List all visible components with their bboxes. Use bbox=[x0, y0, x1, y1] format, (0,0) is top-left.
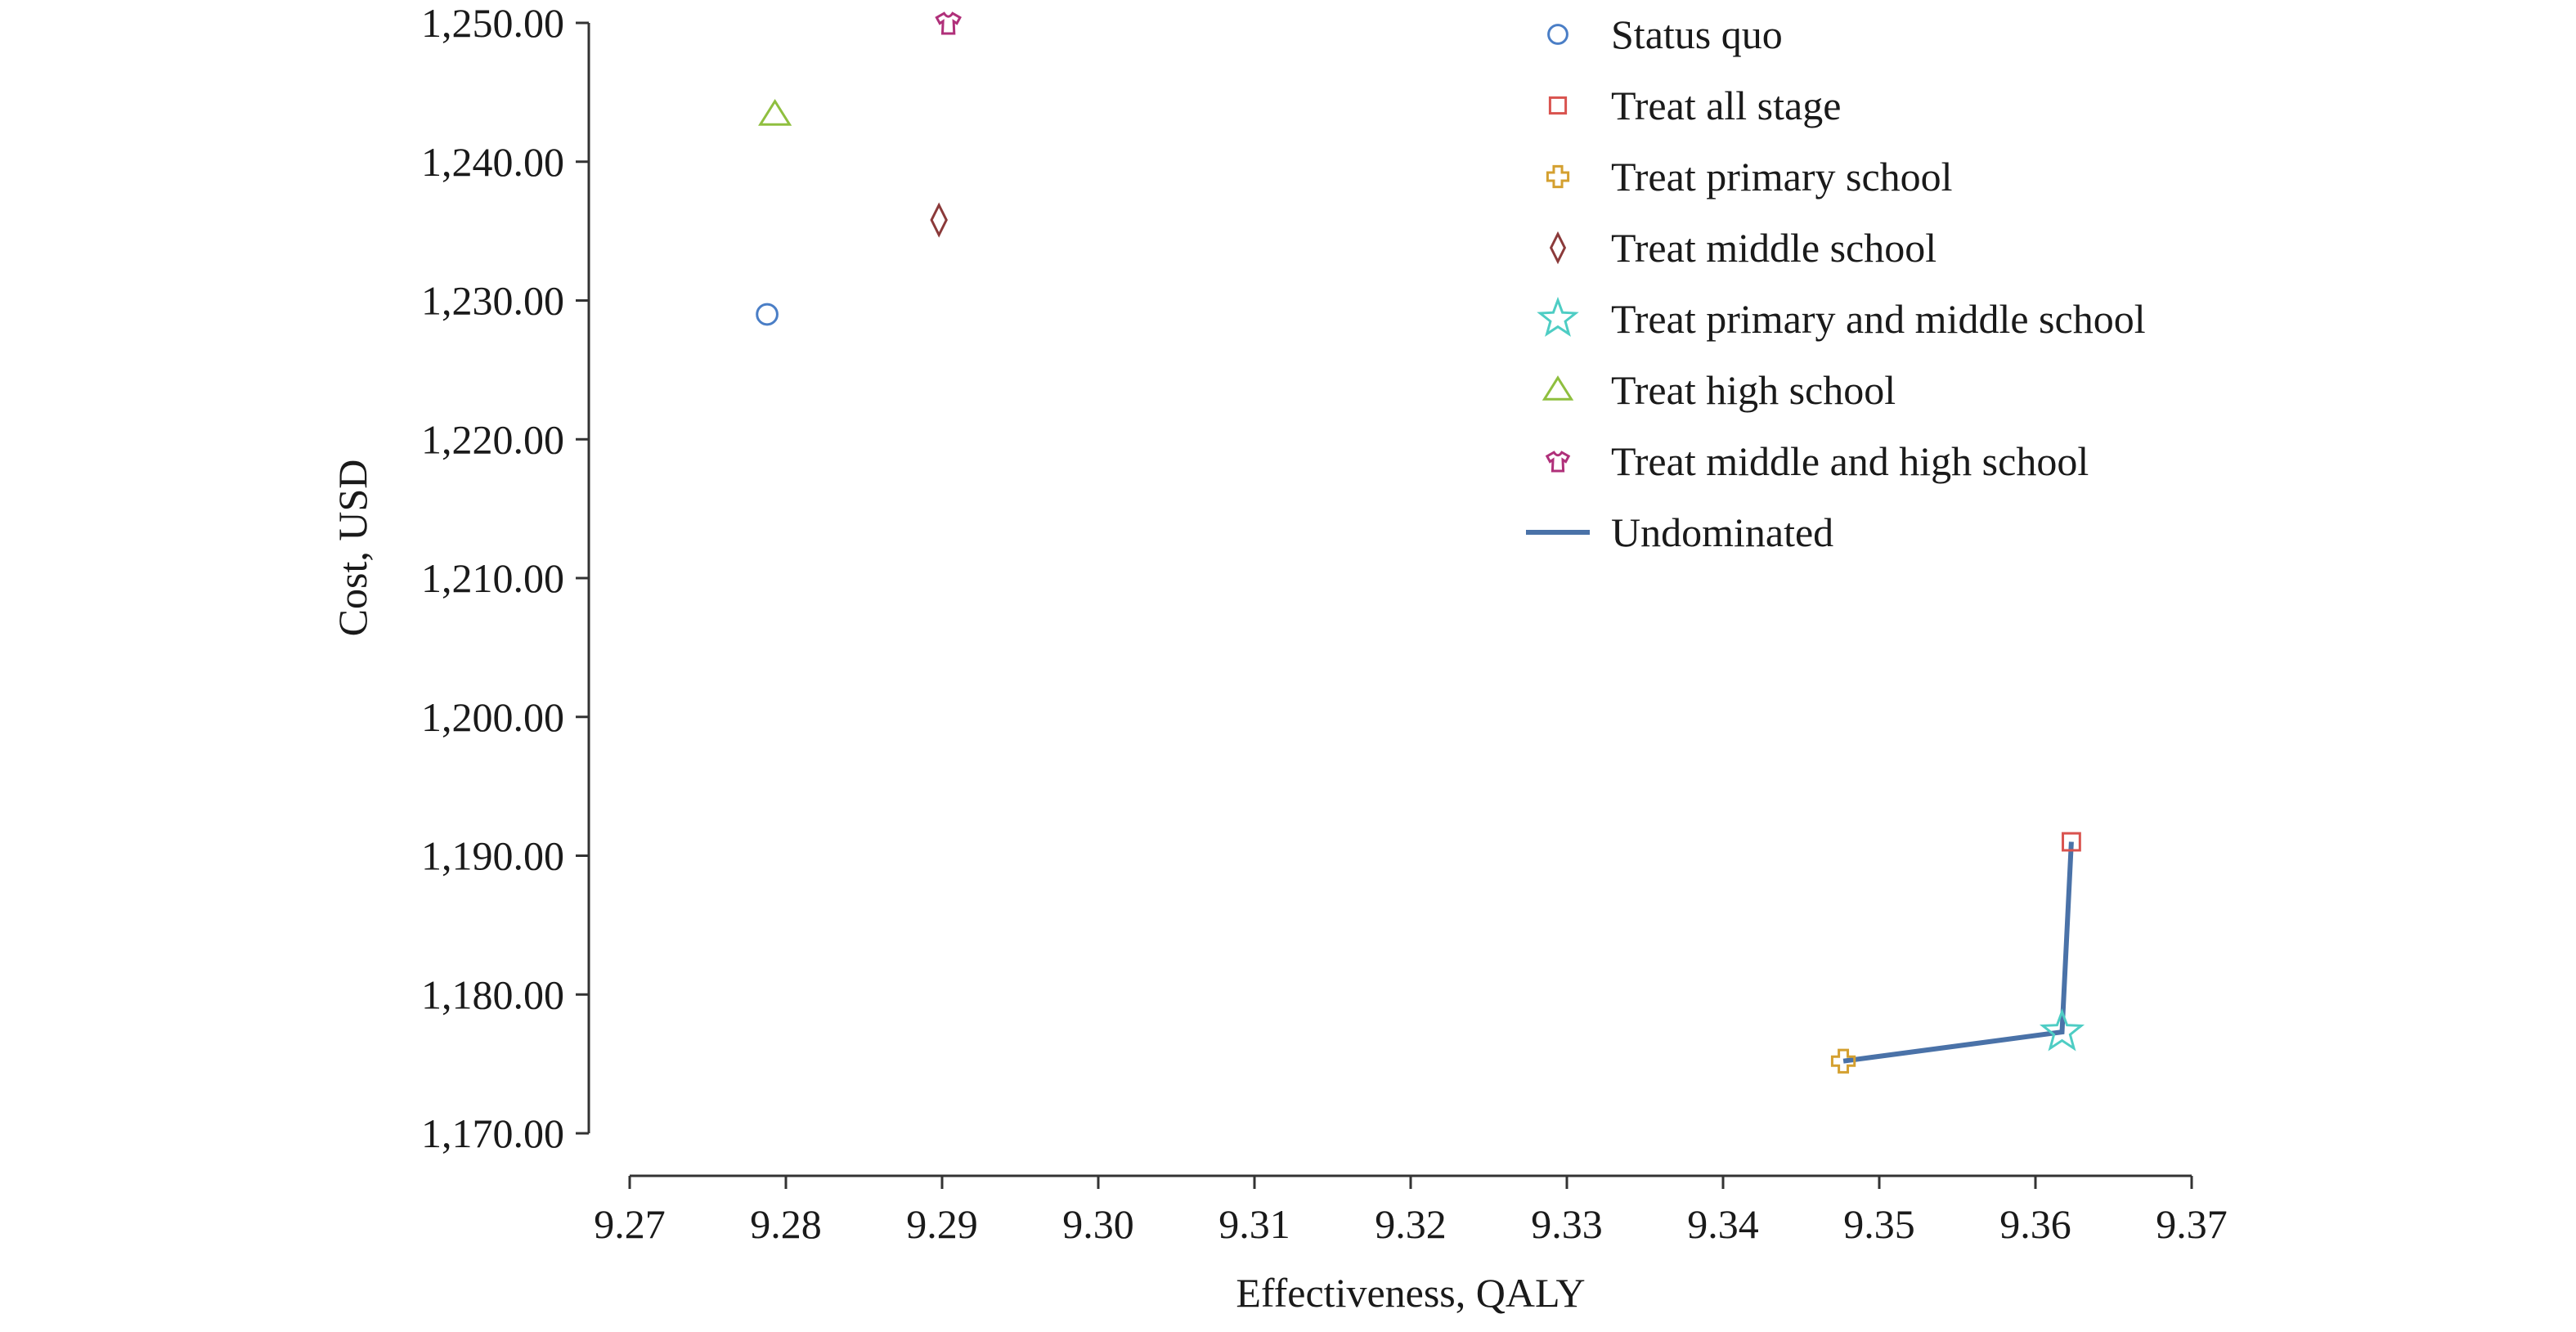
data-point-diamond bbox=[930, 202, 948, 238]
y-tick-label: 1,220.00 bbox=[421, 416, 564, 462]
legend-marker-circle bbox=[1547, 24, 1568, 45]
x-tick-label: 9.30 bbox=[1062, 1201, 1134, 1247]
legend-item: Treat high school bbox=[1542, 367, 1896, 413]
legend-label: Treat high school bbox=[1611, 367, 1896, 413]
x-tick-label: 9.36 bbox=[1999, 1201, 2071, 1247]
data-point-cross bbox=[1830, 1048, 1856, 1074]
undominated-line-layer bbox=[1842, 841, 2074, 1064]
x-tick-label: 9.29 bbox=[906, 1201, 978, 1247]
x-tick-label: 9.35 bbox=[1843, 1201, 1915, 1247]
legend-item: Undominated bbox=[1526, 509, 1833, 555]
legend-item: Treat middle and high school bbox=[1545, 438, 2089, 484]
legend: Status quo Treat all stage Treat primary s… bbox=[1526, 11, 2146, 555]
legend-label: Treat middle and high school bbox=[1611, 438, 2089, 484]
legend-item: Status quo bbox=[1547, 11, 1783, 57]
legend-label: Status quo bbox=[1611, 11, 1783, 57]
legend-label: Undominated bbox=[1611, 509, 1833, 555]
data-point-circle bbox=[756, 303, 779, 326]
legend-marker-diamond bbox=[1549, 231, 1567, 265]
legend-item: Treat primary and middle school bbox=[1537, 296, 2146, 342]
y-tick-label: 1,230.00 bbox=[421, 278, 564, 324]
legend-marker-triangle bbox=[1542, 375, 1574, 401]
x-tick-label: 9.37 bbox=[2156, 1201, 2228, 1247]
legend-marker-cross bbox=[1546, 164, 1570, 189]
y-tick-label: 1,190.00 bbox=[421, 833, 564, 879]
data-points bbox=[756, 11, 2085, 1074]
legend-label: Treat all stage bbox=[1611, 83, 1841, 128]
x-tick-label: 9.33 bbox=[1531, 1201, 1603, 1247]
y-tick-label: 1,250.00 bbox=[421, 0, 564, 46]
y-ticks: 1,170.00 1,180.00 1,190.00 1,200.00 1,210.00… bbox=[421, 0, 589, 1156]
legend-item: Treat all stage bbox=[1548, 83, 1841, 128]
legend-label: Treat primary school bbox=[1611, 154, 1953, 200]
data-point-triangle bbox=[758, 98, 792, 126]
data-point-square bbox=[2062, 832, 2081, 852]
legend-label: Treat middle school bbox=[1611, 225, 1936, 271]
x-tick-label: 9.32 bbox=[1375, 1201, 1447, 1247]
y-tick-label: 1,180.00 bbox=[421, 971, 564, 1017]
x-tick-label: 9.27 bbox=[594, 1201, 666, 1247]
legend-label: Treat primary and middle school bbox=[1611, 296, 2146, 342]
legend-item: Treat middle school bbox=[1549, 225, 1936, 271]
legend-marker-shirt bbox=[1545, 451, 1571, 473]
x-tick-label: 9.34 bbox=[1687, 1201, 1759, 1247]
y-tick-label: 1,210.00 bbox=[421, 555, 564, 601]
x-ticks: 9.27 9.28 9.29 9.30 9.31 9.32 9.33 9.34 9.35 9.36… bbox=[594, 1176, 2228, 1247]
y-axis-title: Cost, USD bbox=[330, 460, 375, 637]
legend-marker-star bbox=[1537, 296, 1579, 337]
legend-item: Treat primary school bbox=[1546, 154, 1953, 200]
y-tick-label: 1,240.00 bbox=[421, 139, 564, 185]
x-tick-label: 9.31 bbox=[1218, 1201, 1290, 1247]
data-point-shirt bbox=[935, 11, 962, 35]
undominated-frontier-line bbox=[1842, 841, 2074, 1064]
y-tick-label: 1,170.00 bbox=[421, 1110, 564, 1156]
legend-marker-square bbox=[1548, 96, 1568, 115]
x-axis-title: Effectiveness, QALY bbox=[1236, 1270, 1585, 1316]
data-point-star bbox=[2039, 1008, 2085, 1052]
y-tick-label: 1,200.00 bbox=[421, 694, 564, 740]
x-tick-label: 9.28 bbox=[750, 1201, 822, 1247]
